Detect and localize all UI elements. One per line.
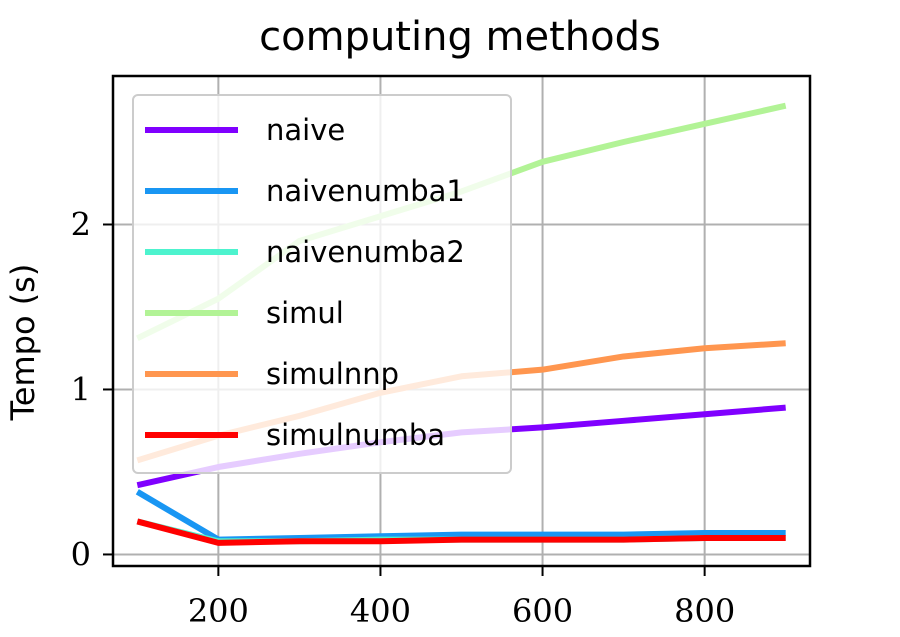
legend-label: simul bbox=[266, 296, 344, 330]
legend-label: naivenumba2 bbox=[266, 235, 465, 269]
legend-label: simulnumba bbox=[266, 418, 445, 452]
chart-title: computing methods bbox=[259, 14, 661, 60]
legend-label: simulnnp bbox=[266, 357, 399, 391]
series-line-naivenumba1 bbox=[135, 489, 786, 543]
x-tick-label: 800 bbox=[674, 592, 735, 630]
plot-frame bbox=[111, 74, 812, 568]
legend-label: naivenumba1 bbox=[266, 174, 465, 208]
y-axis-label: Tempo (s) bbox=[4, 264, 42, 422]
x-tick-label: 600 bbox=[512, 592, 573, 630]
y-tick-label: 0 bbox=[71, 535, 91, 573]
x-tick-label: 200 bbox=[188, 592, 249, 630]
legend: naive naivenumba1 naivenumba2 simul simulnnp… bbox=[132, 94, 512, 474]
y-tick-label: 1 bbox=[71, 370, 91, 408]
series-line-simulnumba bbox=[136, 518, 786, 546]
y-tick-label: 2 bbox=[71, 205, 91, 243]
legend-box bbox=[132, 94, 512, 474]
x-tick-label: 400 bbox=[350, 592, 411, 630]
legend-label: naive bbox=[266, 113, 345, 147]
axis-ticks: 200 400 600 800 0 1 2 bbox=[71, 205, 736, 630]
